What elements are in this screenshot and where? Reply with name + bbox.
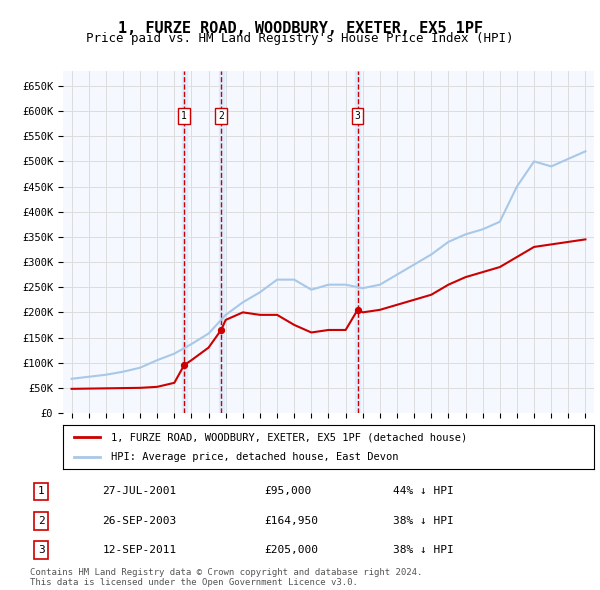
Text: 1: 1	[181, 111, 187, 121]
Text: 1, FURZE ROAD, WOODBURY, EXETER, EX5 1PF: 1, FURZE ROAD, WOODBURY, EXETER, EX5 1PF	[118, 21, 482, 35]
Text: 38% ↓ HPI: 38% ↓ HPI	[392, 516, 454, 526]
Point	[179, 360, 189, 370]
Text: Price paid vs. HM Land Registry's House Price Index (HPI): Price paid vs. HM Land Registry's House …	[86, 32, 514, 45]
Text: 44% ↓ HPI: 44% ↓ HPI	[392, 486, 454, 496]
Text: 2: 2	[38, 516, 44, 526]
Text: 12-SEP-2011: 12-SEP-2011	[103, 545, 177, 555]
Text: £95,000: £95,000	[265, 486, 311, 496]
Text: Contains HM Land Registry data © Crown copyright and database right 2024.
This d: Contains HM Land Registry data © Crown c…	[30, 568, 422, 587]
Bar	[218, 71, 224, 413]
Text: 3: 3	[355, 111, 361, 121]
Text: HPI: Average price, detached house, East Devon: HPI: Average price, detached house, East…	[111, 452, 398, 461]
Text: 27-JUL-2001: 27-JUL-2001	[103, 486, 177, 496]
Bar	[355, 71, 360, 413]
Text: 3: 3	[38, 545, 44, 555]
Text: 38% ↓ HPI: 38% ↓ HPI	[392, 545, 454, 555]
Text: 2: 2	[218, 111, 224, 121]
Text: £164,950: £164,950	[265, 516, 319, 526]
Text: 1, FURZE ROAD, WOODBURY, EXETER, EX5 1PF (detached house): 1, FURZE ROAD, WOODBURY, EXETER, EX5 1PF…	[111, 432, 467, 442]
Text: £205,000: £205,000	[265, 545, 319, 555]
Text: 1: 1	[38, 486, 44, 496]
Point	[353, 305, 362, 314]
Point	[217, 325, 226, 335]
Text: 26-SEP-2003: 26-SEP-2003	[103, 516, 177, 526]
Bar	[182, 71, 187, 413]
